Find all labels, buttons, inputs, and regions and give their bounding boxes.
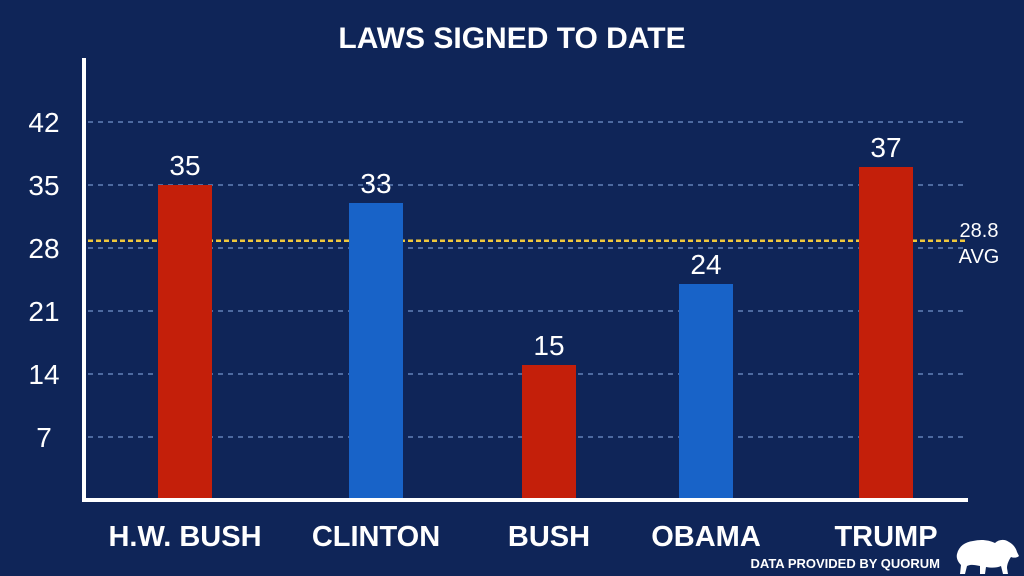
data-label: 33 [360,168,391,199]
y-tick-label: 42 [28,107,59,138]
average-value-label: 28.8 [960,220,999,242]
x-tick-labels: H.W. BUSH CLINTON BUSH OBAMA TRUMP [108,521,937,553]
bar-trump [859,167,913,500]
data-label: 37 [870,132,901,163]
y-tick-label: 14 [28,359,59,390]
x-tick-label: TRUMP [834,521,937,553]
x-tick-label: OBAMA [651,521,761,553]
y-tick-labels: 7 14 21 28 35 42 [28,107,59,453]
bar-obama [679,284,733,500]
data-label: 24 [690,249,721,280]
bar-h-w-bush [158,185,212,500]
data-credit: DATA PROVIDED BY QUORUM [751,556,940,571]
x-tick-label: BUSH [508,521,590,553]
bar-clinton [349,203,403,500]
y-tick-label: 35 [28,170,59,201]
bars [158,167,913,500]
average-text-label: AVG [959,246,1000,268]
axes [82,58,968,502]
x-tick-label: CLINTON [312,521,440,553]
y-tick-label: 28 [28,233,59,264]
chart-title: LAWS SIGNED TO DATE [338,22,685,55]
bar-bush [522,365,576,500]
data-label: 35 [169,150,200,181]
average-line-group: 28.8 AVG [88,220,999,268]
data-labels: 35 33 15 24 37 [169,132,901,361]
data-label: 15 [533,330,564,361]
y-tick-label: 7 [36,422,52,453]
x-tick-label: H.W. BUSH [108,521,261,553]
bear-icon [956,539,1019,574]
y-tick-label: 21 [28,296,59,327]
